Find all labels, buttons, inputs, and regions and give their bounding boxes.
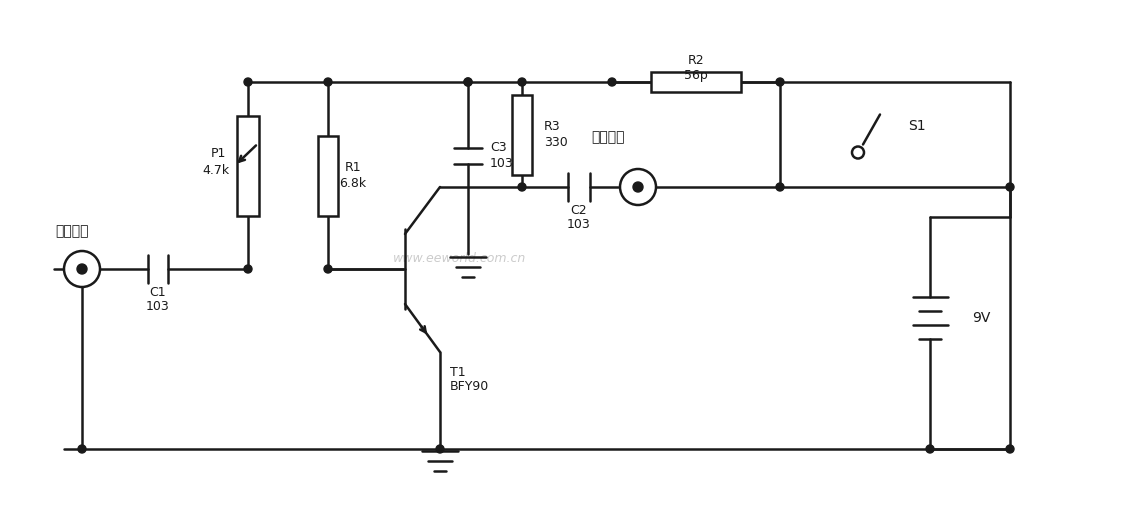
Circle shape (776, 183, 784, 191)
Circle shape (436, 445, 444, 453)
Text: 输出信号: 输出信号 (591, 130, 624, 144)
Circle shape (1006, 445, 1015, 453)
Circle shape (78, 445, 86, 453)
Text: 103: 103 (567, 219, 591, 232)
Text: 4.7k: 4.7k (203, 164, 230, 177)
Circle shape (464, 78, 472, 86)
Circle shape (244, 265, 252, 273)
Bar (237, 115, 259, 216)
Text: T1: T1 (450, 366, 465, 378)
Text: R1: R1 (344, 161, 361, 174)
Circle shape (244, 78, 252, 86)
Text: S1: S1 (908, 119, 926, 133)
Bar (512, 95, 532, 175)
Circle shape (1006, 183, 1015, 191)
Circle shape (926, 445, 934, 453)
Circle shape (518, 78, 526, 86)
Text: R3: R3 (544, 120, 560, 133)
Text: 330: 330 (544, 136, 567, 149)
Circle shape (776, 78, 784, 86)
Text: 9V: 9V (972, 311, 990, 325)
Circle shape (608, 78, 617, 86)
Text: 56p: 56p (684, 68, 707, 82)
Circle shape (518, 183, 526, 191)
Text: C2: C2 (571, 205, 587, 218)
Circle shape (324, 78, 332, 86)
Text: BFY90: BFY90 (450, 381, 489, 393)
Text: 103: 103 (490, 157, 513, 170)
Circle shape (633, 182, 643, 192)
Text: 6.8k: 6.8k (340, 177, 367, 190)
Text: P1: P1 (211, 147, 225, 160)
Text: C3: C3 (490, 141, 507, 154)
Circle shape (77, 264, 87, 274)
Circle shape (464, 78, 472, 86)
Circle shape (852, 146, 864, 159)
Text: www.eeworld.com.cn: www.eeworld.com.cn (393, 252, 527, 266)
Bar (318, 135, 339, 216)
Circle shape (324, 265, 332, 273)
Circle shape (620, 169, 656, 205)
Text: R2: R2 (687, 53, 704, 67)
Circle shape (64, 251, 100, 287)
Text: 103: 103 (146, 300, 170, 313)
Text: 输入信号: 输入信号 (55, 224, 89, 238)
Text: C1: C1 (150, 286, 166, 299)
Bar (651, 72, 741, 92)
